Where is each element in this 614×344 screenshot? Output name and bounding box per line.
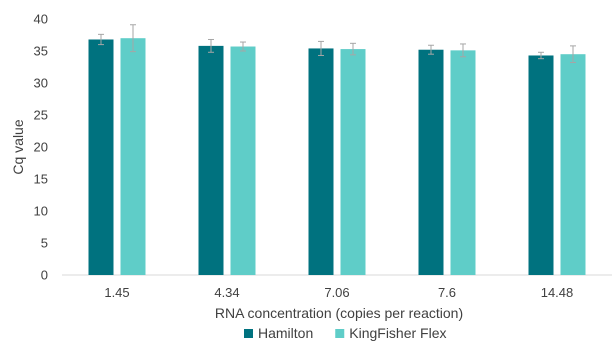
bar-kingfisher-flex [450,50,476,275]
y-tick-label: 30 [34,76,48,91]
bar-kingfisher-flex [230,46,256,275]
legend-item: KingFisher Flex [335,325,447,341]
bar-kingfisher-flex [340,49,366,275]
x-axis-ticks: 1.45 4.34 7.06 7.6 14.48 [104,285,573,300]
legend-item: Hamilton [244,325,313,341]
bar-kingfisher-flex [560,54,586,276]
error-bar [208,38,214,53]
x-tick-label: 7.06 [324,285,349,300]
legend-label: Hamilton [258,325,313,341]
error-bars [98,24,576,64]
y-tick-label: 0 [41,268,48,283]
x-tick-label: 1.45 [104,285,129,300]
legend-swatch [335,329,345,338]
bars [88,38,586,276]
y-tick-label: 15 [34,172,48,187]
error-bar [460,43,466,58]
bar-hamilton [198,45,224,275]
error-bar [428,44,434,55]
y-tick-label: 25 [34,108,48,123]
y-axis-ticks: 0 5 10 15 20 25 30 35 40 [34,12,48,283]
legend: Hamilton KingFisher Flex [244,325,447,341]
x-tick-label: 4.34 [214,285,239,300]
bar-hamilton [308,48,334,275]
legend-label: KingFisher Flex [349,325,446,341]
y-tick-label: 20 [34,140,48,155]
error-bar [240,41,246,52]
x-tick-label: 7.6 [438,285,456,300]
y-tick-label: 40 [34,12,48,27]
error-bar [318,40,324,56]
y-tick-label: 10 [34,204,48,219]
bar-hamilton [88,39,114,276]
y-tick-label: 5 [41,236,48,251]
error-bar [98,33,104,46]
error-bar [538,51,544,60]
legend-swatch [244,329,253,338]
y-axis-title: Cq value [10,119,26,174]
x-tick-label: 14.48 [541,285,574,300]
bar-hamilton [528,55,554,276]
bar-hamilton [418,49,444,275]
bar-kingfisher-flex [120,38,146,276]
y-tick-label: 35 [34,44,48,59]
x-axis-title: RNA concentration (copies per reaction) [215,305,463,321]
error-bar [570,45,576,64]
error-bar [130,24,136,53]
error-bar [350,42,356,56]
